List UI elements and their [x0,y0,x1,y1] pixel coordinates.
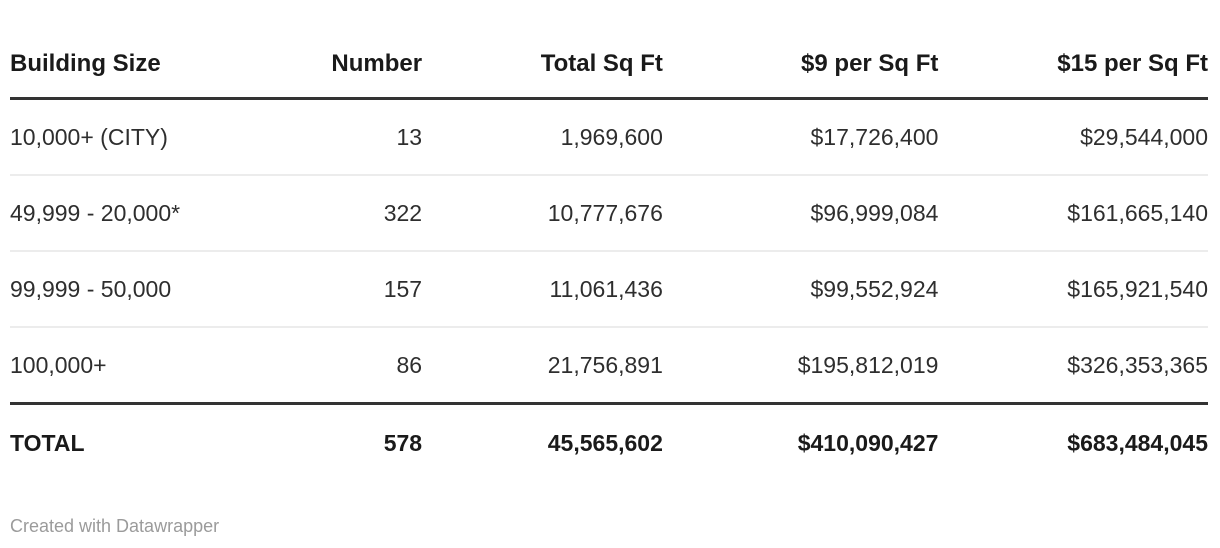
table-row: 10,000+ (CITY) 13 1,969,600 $17,726,400 $29,… [10,98,1208,176]
value-cell: 10,777,676 [422,175,663,252]
column-header-number: Number [249,40,423,100]
value-cell: 21,756,891 [422,327,663,405]
column-header-15-per-sq-ft: $15 per Sq Ft [938,40,1208,100]
value-cell: $96,999,084 [662,175,939,252]
row-label-cell: 99,999 - 50,000 [10,251,250,328]
datawrapper-table-page: Building Size Number Total Sq Ft $9 per Sq … [10,40,1208,536]
column-header-total-sq-ft: Total Sq Ft [422,40,663,100]
value-cell: $165,921,540 [938,251,1208,328]
total-value-cell: $410,090,427 [797,430,939,456]
column-header-9-per-sq-ft: $9 per Sq Ft [662,40,939,100]
value-cell: 322 [249,175,423,252]
value-cell: $99,552,924 [662,251,939,328]
value-cell: $17,726,400 [662,98,939,176]
total-value-cell: $683,484,045 [1067,430,1208,456]
table-row: 49,999 - 20,000* 322 10,777,676 $96,999,084… [10,175,1208,252]
total-label-cell: TOTAL [10,430,85,456]
value-cell: 13 [249,98,423,176]
value-cell: 157 [249,251,423,328]
value-cell: $195,812,019 [662,327,939,405]
table-row: 99,999 - 50,000 157 11,061,436 $99,552,924 $… [10,251,1208,328]
total-row: TOTAL 578 45,565,602 $410,090,427 $683,484,0… [10,404,1208,482]
total-value-cell: 578 [383,430,423,456]
row-label-cell: 100,000+ [10,327,250,405]
datawrapper-credit-link[interactable]: Created with Datawrapper [10,516,220,536]
table-row: 100,000+ 86 21,756,891 $195,812,019 $326,353… [10,327,1208,405]
value-cell: $161,665,140 [938,175,1208,252]
value-cell: $29,544,000 [938,98,1208,176]
value-cell: 1,969,600 [422,98,663,176]
column-header-building-size: Building Size [10,40,250,100]
value-cell: 86 [249,327,423,405]
total-value-cell: 45,565,602 [547,430,663,456]
value-cell: $326,353,365 [938,327,1208,405]
row-label-cell: 49,999 - 20,000* [10,175,250,252]
data-table: Building Size Number Total Sq Ft $9 per Sq … [10,40,1208,481]
header-row: Building Size Number Total Sq Ft $9 per Sq … [10,40,1208,100]
value-cell: 11,061,436 [422,251,663,328]
row-label-cell: 10,000+ (CITY) [10,98,250,176]
